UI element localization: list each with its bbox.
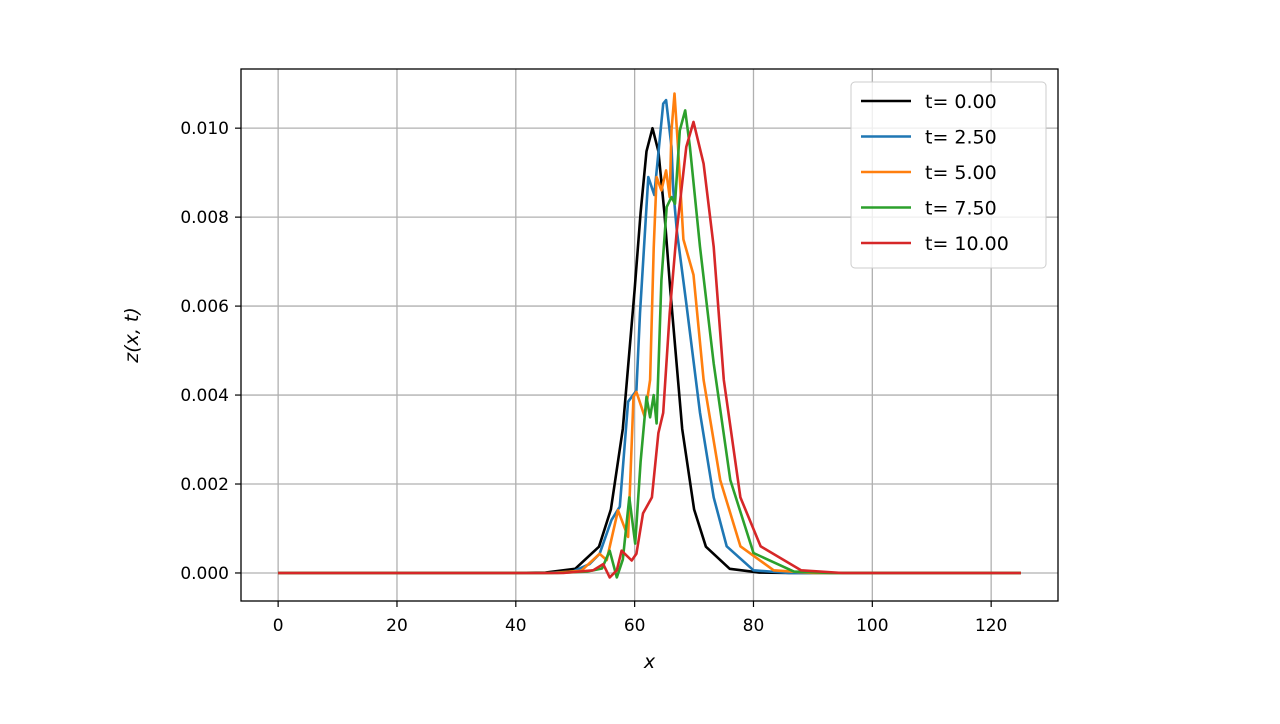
legend-box <box>850 81 1047 269</box>
y-tick-label: 0.004 <box>180 386 229 406</box>
x-tick-label: 120 <box>975 616 1007 636</box>
x-tick-label: 60 <box>624 616 646 636</box>
x-axis-ticks: 0 20 40 60 80 100 120 <box>273 601 1007 636</box>
y-tick-label: 0.000 <box>180 564 229 584</box>
x-tick-label: 0 <box>273 616 284 636</box>
series-line-2 <box>278 92 1021 575</box>
x-axis-label: x <box>643 651 656 673</box>
y-tick-label: 0.008 <box>180 208 229 228</box>
y-axis-ticks: 0.000 0.002 0.004 0.006 0.008 0.010 <box>180 119 241 584</box>
x-tick-label: 40 <box>505 616 527 636</box>
x-tick-label: 100 <box>856 616 888 636</box>
plot-frame <box>240 68 1059 602</box>
legend-entry-0: t= 0.00 <box>925 91 997 113</box>
y-tick-label: 0.002 <box>180 475 229 495</box>
series-line-4 <box>278 120 1021 579</box>
x-tick-label: 20 <box>386 616 408 636</box>
series-line-0 <box>278 126 1021 575</box>
x-tick-label: 80 <box>743 616 765 636</box>
y-axis-label: z(x, t) <box>121 307 143 364</box>
legend-entry-2: t= 5.00 <box>925 162 997 184</box>
series-line-3 <box>278 109 1021 579</box>
legend-entry-4: t= 10.00 <box>925 233 1009 255</box>
y-tick-label: 0.006 <box>180 297 229 317</box>
y-tick-label: 0.010 <box>180 119 229 139</box>
legend: t= 0.00 t= 2.50 t= 5.00 t= 7.50 t= 10.00 <box>850 81 1047 269</box>
legend-entry-1: t= 2.50 <box>925 127 997 149</box>
series-lines <box>278 92 1021 579</box>
legend-entry-3: t= 7.50 <box>925 198 997 220</box>
